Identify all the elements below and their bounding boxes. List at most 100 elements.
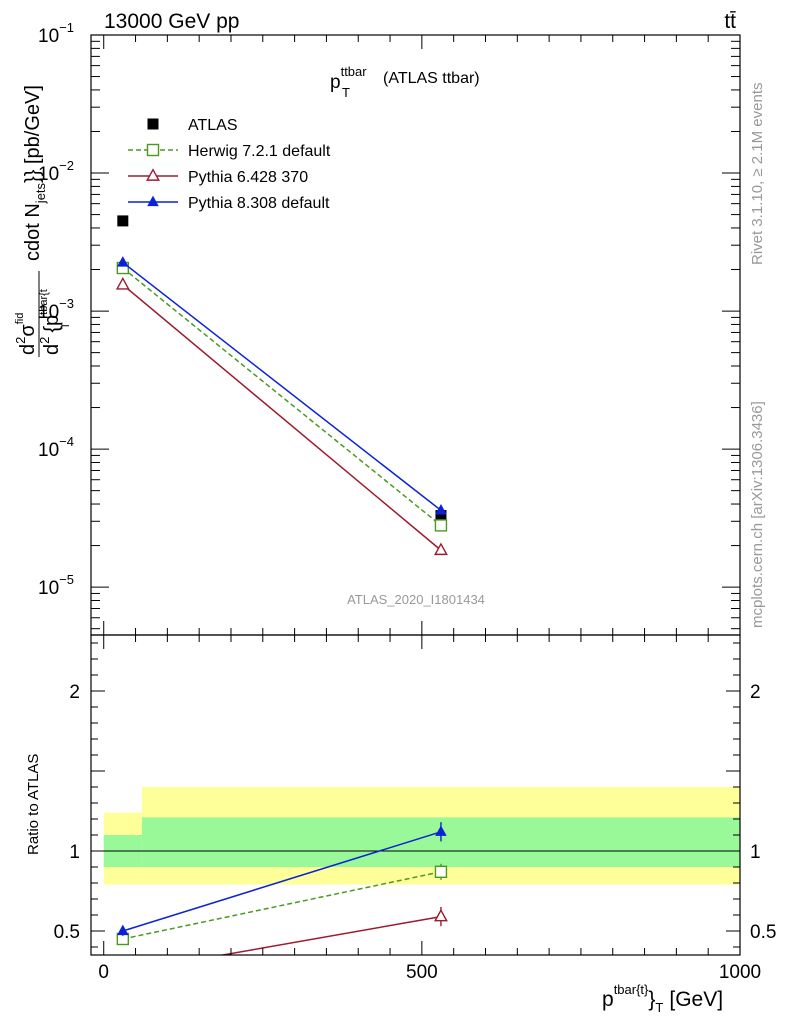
ylabel-sq: 2 [13,337,28,344]
watermark: ATLAS_2020_I1801434 [347,592,485,607]
ratio-ticks [91,635,741,955]
ratio-series [116,822,448,976]
data-point [117,215,129,227]
ylabel-fid: fid [14,313,26,325]
header-left: 13000 GeV pp [104,10,239,33]
ylabel-denom: d [41,344,63,355]
ratio-ytick-label-right: 2 [750,682,761,703]
ytick-exponent: −4 [59,434,74,449]
xlabel-sup: tbar{t} [614,982,649,997]
plot-title-p: p [330,72,341,93]
ratio-frame [90,634,741,956]
ylabel-pt: {p [41,315,63,333]
main-ylabel: d2σfid d2{ptbar{tT cdot Njets}} [pb/GeV] [13,85,72,357]
ytick-exponent: −5 [59,572,74,587]
main-ticks [91,34,741,635]
ratio-line [122,871,442,940]
xtick-label: 0 [98,962,109,983]
legend-entry: Pythia 8.308 default [128,195,330,212]
ratio-point [435,825,447,836]
ylabel-ptsup: tbar{t [38,289,50,315]
mcplots-label: mcplots.cern.ch [arXiv:1306.3436] [749,401,766,628]
ytick-exponent: −2 [59,158,74,173]
svg-text:d2{ptbar{tT: d2 {ptbar{t T [37,289,72,355]
xlabel-unit: [GeV] [669,988,723,1011]
main-panel: 10−110−210−310−410−5 pttbar T (ATLAS ttb… [38,20,741,636]
ylabel-sq2: 2 [37,337,52,344]
ratio-ylabel: Ratio to ATLAS [25,754,42,855]
main-ytick-labels: 10−110−210−310−410−5 [38,20,74,599]
legend-entry: Pythia 6.428 370 [128,168,308,186]
ytick-base: 10 [38,578,59,599]
plot-title-sub: T [342,85,350,100]
ratio-ytick-label-right: 1 [750,842,761,863]
header-right: tt̄ [724,10,736,33]
ylabel-unit: }} [pb/GeV] [22,85,44,183]
x-axis-label: ptbar{t}}T [GeV] [602,982,723,1015]
plot-title-suffix: (ATLAS ttbar) [383,70,480,87]
xlabel-p: p [602,988,614,1011]
series-1 [116,261,448,532]
data-point [115,277,130,290]
ylabel-jets: jets [33,182,48,204]
series-2 [115,277,448,556]
plot-title-sup: ttbar [341,64,368,79]
data-point [433,542,448,556]
legend: ATLAS Herwig 7.2.1 default Pythia 6.428 37… [128,117,331,212]
ratio-series-2 [117,822,447,936]
ratio-ytick-label-right: 0.5 [750,922,776,943]
main-ytick-label: 10−2 [38,158,74,185]
xlabel-sub: T [655,1000,663,1015]
data-point [434,519,448,532]
plot-title: pttbar [330,64,367,93]
ratio-point [434,865,448,878]
legend-label: Pythia 8.308 default [188,195,330,212]
ytick-base: 10 [38,440,59,461]
legend-marker [146,168,160,181]
main-ytick-label: 10−4 [38,434,74,461]
main-series [115,215,448,556]
legend-marker [147,195,159,207]
ratio-bands [103,787,740,885]
ratio-series-1 [117,907,448,976]
series-line [122,261,442,511]
ratio-point [117,966,129,976]
ylabel-tail: cdot N [22,203,44,261]
xtick-label: 1000 [719,962,761,983]
legend-entry: ATLAS [147,117,238,134]
ylabel-ptsub: T [60,322,72,329]
ylabel-sigma: σ [17,324,39,337]
ytick-base: 10 [38,302,59,323]
ratio-panel: 0.5 0.5 1 1 2 2 0 500 1000 [54,634,777,983]
legend-entry: Herwig 7.2.1 default [128,143,331,160]
rivet-label: Rivet 3.1.10, ≥ 2.1M events [749,83,766,266]
ratio-ytick-label: 2 [69,682,80,703]
xtick-label: 500 [406,962,438,983]
legend-label: Herwig 7.2.1 default [188,143,331,160]
ratio-point [433,908,448,922]
data-point [117,256,129,267]
legend-label: ATLAS [188,117,238,134]
ratio-line [122,831,442,932]
xlabel-tail: } [648,988,655,1011]
legend-label: Pythia 6.428 370 [188,169,308,186]
ratio-ytick-label: 1 [69,842,80,863]
ratio-line [218,915,442,955]
data-point [435,504,447,515]
series-line [122,267,442,526]
main-ytick-label: 10−3 [38,296,74,323]
ratio-ytick-label: 0.5 [54,922,80,943]
ytick-base: 10 [38,164,59,185]
series-3 [117,256,447,515]
legend-marker [147,118,159,130]
main-ytick-label: 10−1 [38,20,74,47]
ratio-tick-labels: 0.5 0.5 1 1 2 2 0 500 1000 [54,682,777,983]
ratio-series-0 [116,863,448,946]
main-ytick-label: 10−5 [38,572,74,599]
svg-text:cdot Njets}} [pb/GeV]: cdot Njets}} [pb/GeV] [22,85,48,261]
legend-marker [146,143,160,157]
ratio-point [117,924,129,936]
svg-text:d2σfid: d2σfid [13,313,39,355]
ylabel-d: d [17,344,39,355]
